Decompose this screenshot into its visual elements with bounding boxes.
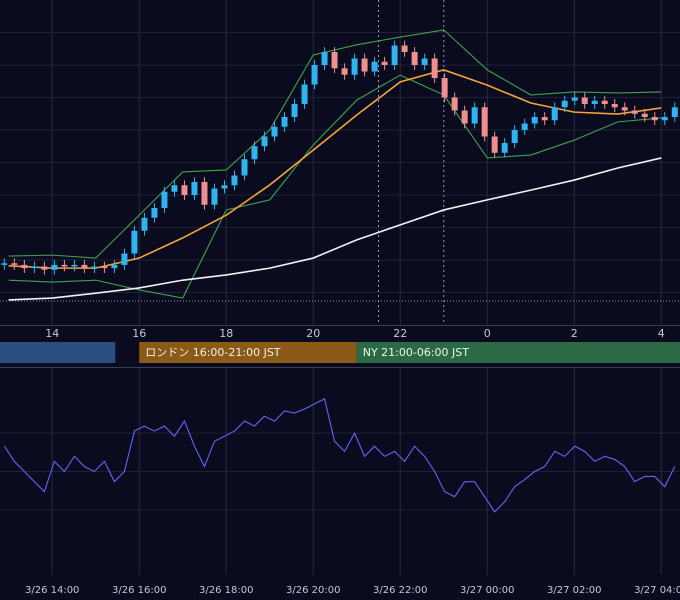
x-tick-label: 3/26 18:00 <box>199 585 253 596</box>
candle-body <box>11 263 18 265</box>
candle-body <box>561 100 568 108</box>
candle-body <box>481 107 488 137</box>
candle-body <box>501 143 508 153</box>
candle-body <box>361 58 368 72</box>
x-tick-label: 4 <box>658 327 665 340</box>
x-tick-label: 3/26 20:00 <box>286 585 340 596</box>
candle-body <box>321 52 328 65</box>
x-tick-label: 3/27 04:00 <box>634 585 680 596</box>
candle-body <box>31 266 38 269</box>
candle-body <box>131 230 138 254</box>
candle-body <box>341 68 348 75</box>
line-series <box>8 157 662 301</box>
session-band <box>356 342 680 363</box>
candle-body <box>551 107 558 121</box>
candle-body <box>161 191 168 208</box>
candle-body <box>521 123 528 130</box>
candle-body <box>191 182 198 195</box>
x-tick-label: 3/26 14:00 <box>25 585 79 596</box>
candle-body <box>251 146 258 160</box>
x-tick-label: 3/27 00:00 <box>460 585 514 596</box>
candle-body <box>211 188 218 205</box>
candle-body <box>411 52 418 65</box>
candle-body <box>511 130 518 143</box>
x-tick-label: 0 <box>484 327 491 340</box>
candle-body <box>41 266 48 270</box>
candle-body <box>271 126 278 137</box>
candle-body <box>531 117 538 124</box>
x-tick-label: 16 <box>132 327 146 340</box>
x-tick-label: 18 <box>219 327 233 340</box>
candle-body <box>111 264 118 269</box>
candle-body <box>571 97 578 101</box>
candle-body <box>431 58 438 78</box>
candle-body <box>281 117 288 127</box>
candle-body <box>1 263 8 265</box>
candle-body <box>381 61 388 65</box>
candle-body <box>231 175 238 186</box>
x-tick-label: 3/26 16:00 <box>112 585 166 596</box>
candle-body <box>591 100 598 104</box>
line-series <box>8 74 662 299</box>
candle-body <box>101 266 108 269</box>
candle-body <box>71 264 78 267</box>
candle-body <box>301 84 308 104</box>
candle-body <box>491 136 498 153</box>
candle-body <box>371 61 378 72</box>
candle-body <box>631 110 638 114</box>
candle-body <box>241 159 248 176</box>
candle-body <box>61 264 68 267</box>
x-tick-label: 3/27 02:00 <box>547 585 601 596</box>
candle-body <box>311 65 318 85</box>
candle-body <box>151 208 158 218</box>
line-series <box>3 398 676 513</box>
candle-body <box>541 117 548 121</box>
candle-body <box>601 100 608 104</box>
x-tick-label: 14 <box>45 327 59 340</box>
candle-body <box>51 264 58 270</box>
candle-body <box>121 253 128 265</box>
candle-body <box>21 264 28 269</box>
session-label: ロンドン 16:00-21:00 JST <box>145 346 281 359</box>
candle-body <box>91 266 98 269</box>
session-band <box>0 342 116 363</box>
candle-body <box>641 113 648 117</box>
candle-body <box>331 52 338 69</box>
candle-body <box>181 185 188 195</box>
candle-body <box>671 107 678 117</box>
candle-body <box>651 117 658 121</box>
candle-body <box>661 117 668 121</box>
x-tick-label: 2 <box>571 327 578 340</box>
session-label: NY 21:00-06:00 JST <box>363 346 470 359</box>
candle-body <box>391 45 398 65</box>
candle-body <box>201 182 208 205</box>
candle-body <box>471 107 478 124</box>
candle-body <box>581 97 588 104</box>
candle-body <box>421 58 428 65</box>
x-tick-label: 3/26 22:00 <box>373 585 427 596</box>
candle-body <box>81 264 88 269</box>
candle-body <box>351 58 358 75</box>
candle-body <box>621 107 628 111</box>
candle-body <box>171 185 178 192</box>
candle-body <box>261 136 268 147</box>
candle-body <box>221 185 228 189</box>
candle-body <box>401 45 408 52</box>
x-tick-label: 22 <box>393 327 407 340</box>
x-tick-label: 20 <box>306 327 320 340</box>
candle-body <box>141 217 148 231</box>
candle-body <box>461 110 468 124</box>
candle-body <box>611 104 618 108</box>
candle-body <box>291 104 298 117</box>
session-band <box>139 342 357 363</box>
candle-body <box>451 97 458 111</box>
candle-body <box>441 78 448 98</box>
